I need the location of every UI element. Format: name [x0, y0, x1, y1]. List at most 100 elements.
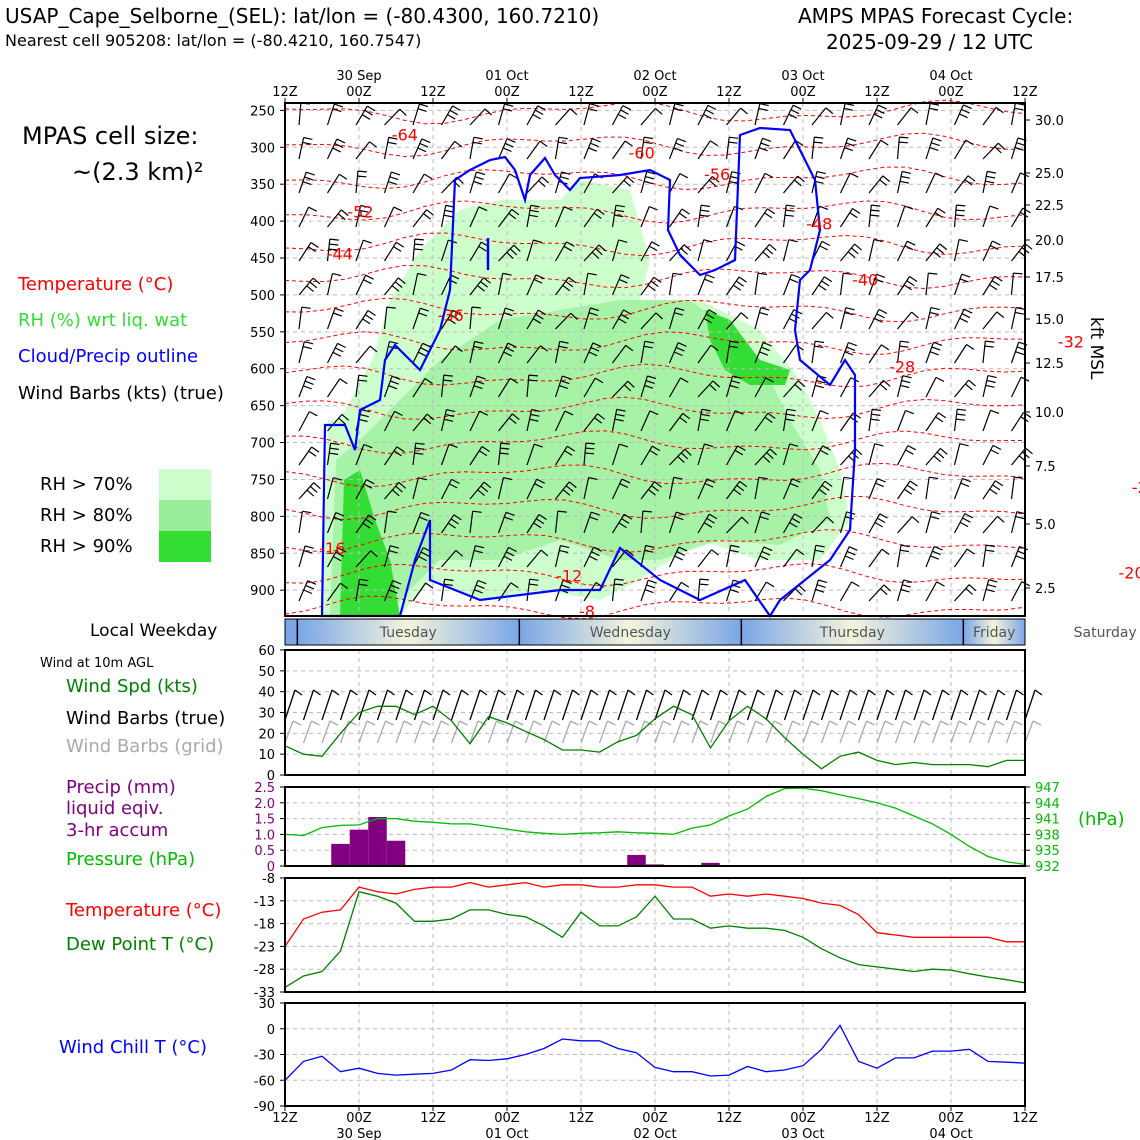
xsec-time-tick-label: 12Z — [1012, 85, 1038, 100]
weekday-frame — [284, 618, 1026, 646]
wind-barb — [669, 412, 691, 432]
temp-ytick-label: -28 — [254, 963, 275, 978]
wind-barb — [953, 308, 973, 330]
wind-barb — [925, 581, 945, 602]
grid-wind-barb — [284, 720, 302, 744]
wind-barb — [526, 408, 541, 432]
wind-barb — [355, 550, 378, 568]
chill-ytick-label: 30 — [258, 997, 275, 1012]
isotherm-label: -52 — [347, 203, 373, 222]
true-wind-barb — [950, 689, 969, 721]
wind-barb — [611, 578, 624, 602]
wind-barb — [441, 514, 462, 534]
wind-barb — [982, 444, 1002, 466]
isotherm-line — [284, 331, 1026, 355]
true-wind-barb — [728, 689, 747, 721]
precip-ytick-label: 0 — [267, 860, 275, 875]
wind-barb — [754, 511, 771, 534]
weekday-segment — [963, 619, 1025, 645]
wind-barb — [412, 272, 427, 296]
xsec-time-tick-label: 00Z — [494, 85, 520, 100]
true-wind-barb — [987, 689, 1006, 721]
true-wind-barb — [839, 689, 858, 721]
precip-ytick-label: 2.0 — [254, 797, 275, 812]
wind-barb — [469, 206, 488, 228]
wind-barb — [526, 140, 548, 160]
wind-barb — [811, 107, 834, 126]
wind-barb — [1010, 545, 1029, 568]
wind-barb — [640, 544, 655, 568]
isotherm-line — [284, 264, 1026, 290]
wind-barb — [868, 443, 884, 466]
wind-barb — [469, 136, 483, 160]
wind-barb — [298, 341, 314, 364]
wind-barb — [982, 275, 1003, 296]
grid-wind-barb — [506, 720, 524, 744]
true-wind-barb — [857, 689, 876, 721]
legend-windchill: Wind Chill T (°C) — [59, 1037, 207, 1058]
wind-ytick-label: 60 — [258, 644, 275, 659]
xsec-pressure-tick-label: 350 — [250, 178, 275, 193]
wind-barb — [355, 204, 370, 228]
wind-barb — [554, 171, 571, 194]
wind-barb — [697, 513, 718, 534]
wind-barb — [839, 307, 855, 330]
chill-ytick-label: -90 — [254, 1100, 275, 1115]
legend-temperature-2: Temperature (°C) — [66, 900, 222, 921]
wind-barb — [868, 408, 882, 432]
forecast-cycle-label: AMPS MPAS Forecast Cycle: — [798, 4, 1074, 28]
grid-wind-barb — [931, 720, 949, 744]
xsec-pressure-tick-label: 550 — [250, 326, 275, 341]
wind-barb — [982, 375, 997, 398]
wind-barb — [412, 209, 434, 228]
xsec-pressure-tick-label: 800 — [250, 510, 275, 525]
true-wind-barb — [432, 689, 451, 721]
wind-barb — [526, 478, 545, 500]
wind-barb — [611, 408, 626, 432]
wind-barb — [840, 243, 862, 262]
wind-barb — [697, 478, 716, 500]
wind-barb — [668, 342, 687, 364]
wind-barb — [383, 580, 402, 602]
wind-barb — [925, 376, 945, 398]
wind-barb — [697, 344, 719, 364]
wind-barb — [1010, 207, 1031, 228]
wind-barb — [640, 276, 662, 296]
wind-barb — [298, 206, 317, 228]
grid-wind-barb — [561, 720, 579, 744]
isotherm-label: -36 — [438, 306, 464, 325]
true-wind-barb — [302, 689, 321, 721]
wind-barb — [669, 448, 692, 466]
wind-barb — [412, 442, 425, 466]
true-wind-barb — [654, 689, 673, 721]
weekday-label: Thursday — [819, 625, 885, 641]
wind-barb — [526, 514, 547, 534]
wind-barb — [412, 477, 428, 500]
wind-barb — [326, 103, 344, 126]
wind-barb — [982, 579, 998, 602]
bottom-time-tick-label: 12Z — [716, 1111, 742, 1126]
xsec-time-tick-label: 00Z — [346, 85, 372, 100]
wind-barb — [1010, 412, 1032, 432]
wind-barb — [782, 513, 803, 534]
wind-barb — [326, 547, 347, 568]
wind-barb — [383, 136, 398, 160]
wind-barb — [498, 208, 520, 228]
wind-barb — [469, 171, 486, 194]
kft-tick-label: 30.0 — [1035, 114, 1064, 129]
wind-barb — [526, 309, 547, 330]
true-wind-barb — [561, 689, 580, 721]
true-wind-barb — [487, 689, 506, 721]
legend-wind-barbs-grid: Wind Barbs (grid) — [66, 736, 224, 757]
true-wind-barb — [450, 689, 469, 721]
wind-barb — [497, 442, 510, 466]
true-wind-barb — [284, 689, 303, 721]
wind-barb — [469, 277, 491, 296]
wind-barb — [811, 171, 826, 194]
wind-ytick-label: 20 — [258, 727, 275, 742]
isotherm-label: -32 — [1058, 332, 1084, 351]
wind-barb — [298, 482, 321, 500]
wind-barb — [982, 205, 999, 228]
wind-barb — [925, 511, 941, 534]
xsec-time-tick-label: 12Z — [864, 85, 890, 100]
